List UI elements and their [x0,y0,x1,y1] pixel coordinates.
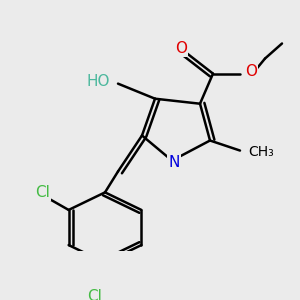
Text: N: N [168,155,180,170]
Text: O: O [175,41,187,56]
Text: O: O [245,64,257,80]
Text: Cl: Cl [88,289,102,300]
Text: HO: HO [86,74,110,89]
Text: Cl: Cl [35,185,50,200]
Text: CH₃: CH₃ [248,145,274,159]
